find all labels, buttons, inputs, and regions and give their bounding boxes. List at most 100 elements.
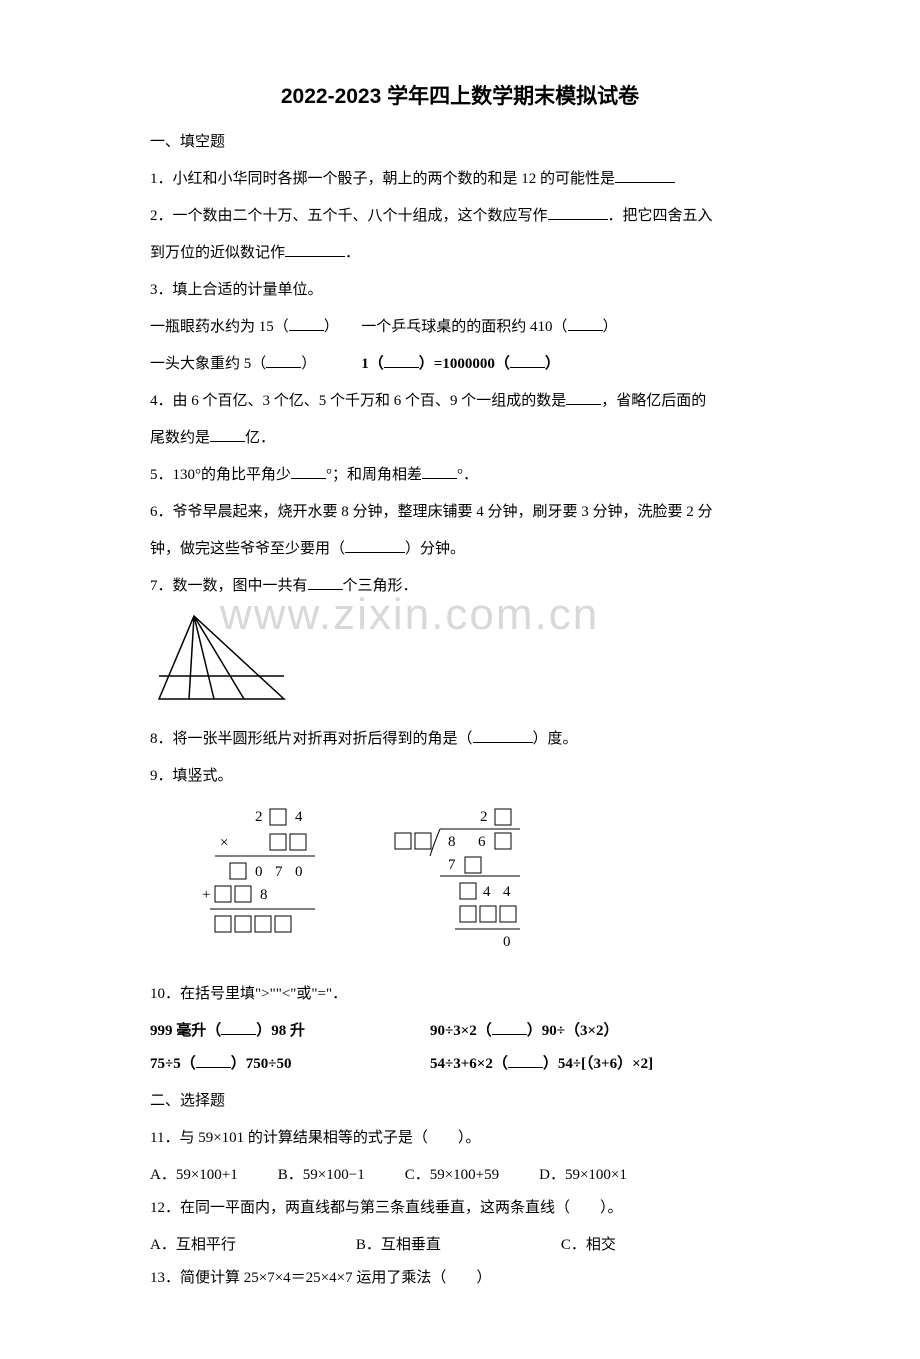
- q12-options: A．互相平行 B．互相垂直 C．相交: [150, 1229, 770, 1262]
- question-6-line2: 钟，做完这些爷爷至少要用（ ）分钟。: [150, 533, 770, 566]
- q6-blank: [345, 537, 405, 553]
- q12-option-b: B．互相垂直: [356, 1229, 441, 1262]
- question-2-line2: 到万位的近似数记作 ．: [150, 237, 770, 270]
- q3d-text: ）: [603, 319, 618, 335]
- svg-text:0: 0: [503, 934, 511, 950]
- q11-option-c: C．59×100+59: [405, 1159, 499, 1192]
- svg-text:2: 2: [255, 809, 263, 825]
- q3i-text: ）: [545, 356, 560, 372]
- q2-text-b: ．把它四舍五入: [608, 208, 713, 224]
- q5c-text: °．: [457, 467, 478, 483]
- svg-text:6: 6: [478, 834, 486, 850]
- q3-blank-4: [384, 352, 419, 368]
- svg-text:×: ×: [220, 835, 228, 851]
- q3-blank-3: [266, 352, 301, 368]
- q8b-text: ）度。: [533, 731, 578, 747]
- q4-blank-2: [210, 426, 245, 442]
- q2-blank-2: [285, 241, 345, 257]
- q10c-blank: [196, 1052, 231, 1068]
- q1-text: 1．小红和小华同时各掷一个骰子，朝上的两个数的和是 12 的可能性是: [150, 171, 615, 187]
- q4a-text: 4．由 6 个百亿、3 个亿、5 个千万和 6 个百、9 个一组成的数是: [150, 393, 566, 409]
- q10b2-text: ）90÷（3×2）: [527, 1023, 619, 1039]
- svg-text:+: +: [202, 887, 210, 903]
- question-3-line2: 一头大象重约 5（ ） 1（ ）=1000000（ ）: [150, 348, 770, 381]
- q4-blank-1: [566, 389, 601, 405]
- section-2-header: 二、选择题: [150, 1089, 770, 1110]
- question-12: 12．在同一平面内，两直线都与第三条直线垂直，这两条直线（ ）。: [150, 1192, 770, 1225]
- document-content: 2022-2023 学年四上数学期末模拟试卷 一、填空题 1．小红和小华同时各掷…: [150, 80, 770, 1295]
- triangle-figure: [154, 611, 770, 711]
- q2-text-a: 2．一个数由二个十万、五个千、八个十组成，这个数应写作: [150, 208, 548, 224]
- q4c-text: 尾数约是: [150, 430, 210, 446]
- q10d1-text: 54÷3+6×2（: [430, 1056, 508, 1072]
- question-4: 4．由 6 个百亿、3 个亿、5 个千万和 6 个百、9 个一组成的数是 ，省略亿…: [150, 385, 770, 418]
- q5a-text: 5．130°的角比平角少: [150, 467, 291, 483]
- svg-text:4: 4: [503, 884, 511, 900]
- svg-text:8: 8: [260, 887, 268, 903]
- question-4-line2: 尾数约是 亿．: [150, 422, 770, 455]
- q5-blank-1: [291, 463, 326, 479]
- q11-option-b: B．59×100−1: [278, 1159, 365, 1192]
- q6b-text: 钟，做完这些爷爷至少要用（: [150, 541, 345, 557]
- q12-option-c: C．相交: [561, 1229, 616, 1262]
- q1-blank: [615, 167, 675, 183]
- question-1: 1．小红和小华同时各掷一个骰子，朝上的两个数的和是 12 的可能性是: [150, 163, 770, 196]
- q3f-text: ）: [301, 356, 316, 372]
- q4b-text: ，省略亿后面的: [601, 393, 706, 409]
- q5b-text: °；和周角相差: [326, 467, 422, 483]
- question-3: 3．填上合适的计量单位。: [150, 274, 770, 307]
- svg-text:8: 8: [448, 834, 456, 850]
- question-2: 2．一个数由二个十万、五个千、八个十组成，这个数应写作 ．把它四舍五入: [150, 200, 770, 233]
- q3b-text: ）: [324, 319, 339, 335]
- q11-option-d: D．59×100×1: [539, 1159, 627, 1192]
- svg-text:0: 0: [295, 864, 303, 880]
- q7b-text: 个三角形．: [343, 578, 418, 594]
- q4d-text: 亿．: [245, 430, 275, 446]
- svg-text:4: 4: [295, 809, 303, 825]
- q7-blank: [308, 574, 343, 590]
- q10c1-text: 75÷5（: [150, 1056, 196, 1072]
- vertical-math-figure: 2 4 × 0 7 0 + 8: [200, 801, 770, 966]
- q10c2-text: ）750÷50: [231, 1056, 292, 1072]
- question-3-line1: 一瓶眼药水约为 15（ ） 一个乒乓球桌的的面积约 410（ ）: [150, 311, 770, 344]
- q10-row-1: 999 毫升（ ）98 升 90÷3×2（ ）90÷（3×2）: [150, 1015, 770, 1048]
- q10a2-text: ）98 升: [256, 1023, 305, 1039]
- q11-options: A．59×100+1 B．59×100−1 C．59×100+59 D．59×1…: [150, 1159, 770, 1192]
- q3-blank-2: [568, 315, 603, 331]
- svg-text:0: 0: [255, 864, 263, 880]
- q3h-text: ）=1000000（: [419, 356, 510, 372]
- question-7: 7．数一数，图中一共有 个三角形．: [150, 570, 770, 603]
- q3a-text: 一瓶眼药水约为 15（: [150, 319, 289, 335]
- svg-text:2: 2: [480, 809, 488, 825]
- q12-option-a: A．互相平行: [150, 1229, 236, 1262]
- question-8: 8．将一张半圆形纸片对折再对折后得到的角是（ ）度。: [150, 723, 770, 756]
- svg-text:4: 4: [483, 884, 491, 900]
- document-title: 2022-2023 学年四上数学期末模拟试卷: [150, 80, 770, 110]
- question-10: 10．在括号里填">""<"或"="．: [150, 978, 770, 1011]
- svg-text:7: 7: [448, 857, 456, 873]
- question-9: 9．填竖式。: [150, 760, 770, 793]
- q6c-text: ）分钟。: [405, 541, 465, 557]
- q10b1-text: 90÷3×2（: [430, 1023, 492, 1039]
- question-11: 11．与 59×101 的计算结果相等的式子是（ ）。: [150, 1122, 770, 1155]
- question-6: 6．爷爷早晨起来，烧开水要 8 分钟，整理床铺要 4 分钟，刷牙要 3 分钟，洗…: [150, 496, 770, 529]
- q10-row-2: 75÷5（）750÷50 54÷3+6×2（）54÷[（3+6）×2]: [150, 1048, 770, 1081]
- q10b-blank: [492, 1019, 527, 1035]
- q8-blank: [473, 727, 533, 743]
- q11-option-a: A．59×100+1: [150, 1159, 238, 1192]
- q10d-blank: [508, 1052, 543, 1068]
- q3-blank-5: [510, 352, 545, 368]
- question-5: 5．130°的角比平角少 °；和周角相差 °．: [150, 459, 770, 492]
- q7a-text: 7．数一数，图中一共有: [150, 578, 308, 594]
- q2-text-d: ．: [345, 245, 360, 261]
- q3g-text: 1（: [361, 356, 384, 372]
- q3e-text: 一头大象重约 5（: [150, 356, 266, 372]
- q5-blank-2: [422, 463, 457, 479]
- q3c-text: 一个乒乓球桌的的面积约 410（: [361, 319, 567, 335]
- q2-blank-1: [548, 204, 608, 220]
- section-1-header: 一、填空题: [150, 130, 770, 151]
- q8a-text: 8．将一张半圆形纸片对折再对折后得到的角是（: [150, 731, 473, 747]
- question-13: 13．简便计算 25×7×4＝25×4×7 运用了乘法（ ）: [150, 1262, 770, 1295]
- q2-text-c: 到万位的近似数记作: [150, 245, 285, 261]
- q10a1-text: 999 毫升（: [150, 1023, 221, 1039]
